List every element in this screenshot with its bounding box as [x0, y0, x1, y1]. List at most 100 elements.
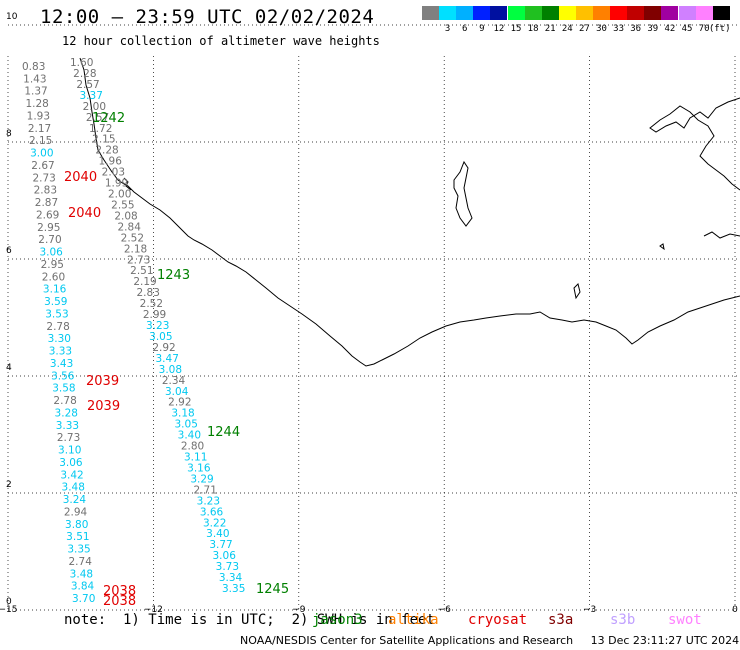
satellite-label: swot: [668, 612, 702, 628]
wave-height-label: 3.33: [49, 346, 72, 358]
legend-unit: (ft): [708, 24, 731, 34]
wave-height-label: 3.16: [43, 284, 67, 296]
wave-height-label: 3.06: [213, 550, 237, 562]
legend-label: 39: [647, 24, 659, 34]
wave-height-label: 2.95: [37, 222, 60, 234]
legend-swatch: [661, 6, 679, 20]
wave-height-label: 3.08: [159, 364, 182, 376]
footer-credit: NOAA/NESDIS Center for Satellite Applica…: [240, 634, 740, 647]
page-title: 12:00 – 23:59 UTC 02/02/2024: [40, 6, 375, 28]
legend-swatch: [490, 6, 508, 20]
island-mark-b: [659, 243, 665, 251]
wave-height-label: 1.28: [25, 98, 48, 110]
wave-height-label: 1.37: [24, 86, 47, 98]
wave-height-label: 3.34: [219, 572, 243, 584]
wave-height-label: 3.18: [171, 408, 194, 420]
wave-height-label: 3.40: [206, 528, 229, 540]
pass-time-label: 2040: [68, 206, 101, 221]
wave-height-label: 3.77: [209, 539, 232, 551]
pass-time-label: 1245: [256, 582, 289, 597]
legend-swatch: [558, 6, 576, 20]
wave-height-label: 3.53: [45, 308, 68, 320]
wave-height-label: 3.66: [200, 506, 224, 518]
x-tick-label: 0: [732, 605, 738, 615]
pass-time-label: 1243: [157, 268, 190, 283]
wave-height-label: 2.15: [29, 135, 52, 147]
wave-height-label: 3.37: [80, 90, 103, 102]
wave-height-label: 3.42: [60, 469, 83, 481]
x-tick-label: −9: [292, 605, 306, 615]
wave-height-label: 0.83: [22, 61, 45, 73]
pass-time-label: 2038: [103, 584, 136, 599]
wave-height-label: 3.23: [146, 320, 169, 332]
wave-height-label: 2.28: [73, 68, 96, 80]
wave-height-label: 2.80: [181, 441, 204, 453]
wave-track-b: 0.831.431.371.281.932.172.153.002.672.73…: [22, 61, 95, 605]
wave-height-label: 1.96: [99, 156, 123, 168]
legend-label: 24: [561, 24, 573, 34]
wave-height-label: 3.00: [30, 148, 53, 160]
satellite-label: altika: [388, 612, 439, 628]
wave-height-label: 2.92: [168, 397, 191, 409]
wave-height-label: 2.92: [152, 342, 175, 354]
legend-swatch: [695, 6, 713, 20]
y-tick-label: 4: [6, 363, 12, 373]
wave-height-label: 3.06: [39, 247, 63, 259]
legend-label: 27: [578, 24, 590, 34]
coastline-northeast: [649, 97, 740, 191]
page-subtitle: 12 hour collection of altimeter wave hei…: [62, 34, 380, 48]
wave-height-label: 2.71: [194, 484, 217, 496]
wave-height-label: 2.70: [38, 234, 61, 246]
wave-height-label: 2.52: [140, 298, 163, 310]
satellite-label: s3b: [610, 612, 636, 628]
legend-swatch: [439, 6, 457, 20]
coastline-main: [79, 57, 740, 367]
wave-height-label: 3.23: [197, 495, 220, 507]
wave-height-label: 2.67: [31, 160, 54, 172]
wave-height-label: 3.47: [156, 353, 179, 365]
legend-swatch: [712, 6, 730, 20]
legend-swatch: [644, 6, 662, 20]
wave-height-label: 3.56: [51, 370, 75, 382]
wave-height-label: 3.73: [216, 561, 239, 573]
wave-height-label: 2.83: [34, 185, 57, 197]
wave-height-label: 3.10: [58, 445, 81, 457]
legend-label: 18: [527, 24, 539, 34]
legend-swatch: [575, 6, 593, 20]
wave-height-label: 3.43: [50, 358, 73, 370]
legend-label: 30: [596, 24, 607, 34]
wave-height-label: 2.74: [69, 556, 93, 568]
wave-height-label: 2.57: [86, 112, 109, 124]
map-grid: [7, 24, 740, 611]
wave-height-label: 2.99: [143, 309, 166, 321]
wave-height-label: 3.80: [65, 519, 88, 531]
x-tick-label: −12: [144, 605, 163, 615]
wave-height-label: 3.05: [149, 331, 172, 343]
satellite-label: s3a: [548, 612, 574, 628]
wave-height-label: 3.35: [67, 544, 90, 556]
legend-label: 12: [493, 24, 505, 34]
wave-height-label: 3.58: [52, 383, 75, 395]
wave-height-label: 3.05: [175, 419, 198, 431]
wave-height-label: 2.60: [42, 271, 65, 283]
legend-label: 36: [630, 24, 642, 34]
pass-time-label: 2039: [86, 374, 119, 389]
legend-label: 15: [510, 24, 522, 34]
wave-height-label: 2.78: [53, 395, 76, 407]
y-tick-label: 10: [6, 12, 18, 22]
legend-swatch: [678, 6, 696, 20]
wave-height-label: 2.78: [46, 321, 69, 333]
footer-note: note: 1) Time is in UTC; 2) SWH is in fe…: [64, 612, 435, 628]
wave-height-label: 2.83: [137, 287, 160, 299]
pass-time-label: 2039: [87, 399, 120, 414]
wave-height-label: 3.06: [59, 457, 83, 469]
satellite-label: jason3: [312, 612, 363, 628]
legend-swatch: [524, 6, 542, 20]
wave-height-label: 3.16: [187, 462, 211, 474]
wave-height-label: 3.22: [203, 517, 226, 529]
wave-height-label: 3.48: [62, 482, 85, 494]
wave-height-label: 1.99: [105, 178, 128, 190]
wave-height-label: 3.30: [48, 333, 71, 345]
